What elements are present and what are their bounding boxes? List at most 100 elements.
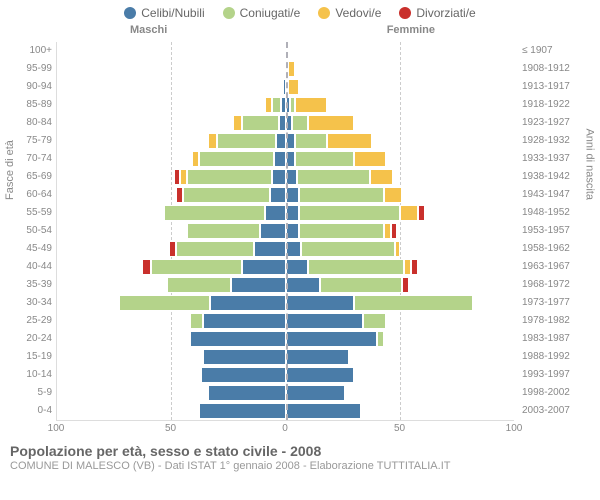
bar-segment-coniugati xyxy=(242,115,279,131)
bar-segment-celibi xyxy=(286,349,350,365)
bar-segment-vedovi xyxy=(265,97,272,113)
bar-segment-divorziati xyxy=(142,259,151,275)
age-label: 80-84 xyxy=(0,116,52,130)
bar-segment-coniugati xyxy=(199,151,274,167)
bar-segment-coniugati xyxy=(295,151,354,167)
bar-segment-coniugati xyxy=(299,205,400,221)
cohort-label: 1908-1912 xyxy=(518,62,600,76)
male-bar xyxy=(119,295,286,311)
bar-segment-coniugati xyxy=(354,295,473,311)
age-label: 45-49 xyxy=(0,242,52,256)
legend-swatch xyxy=(318,7,330,19)
bar-segment-celibi xyxy=(231,277,286,293)
legend-item: Divorziati/e xyxy=(399,6,475,20)
age-label: 65-69 xyxy=(0,170,52,184)
bar-segment-celibi xyxy=(286,223,300,239)
cohort-label: 1993-1997 xyxy=(518,368,600,382)
cohort-label: 1998-2002 xyxy=(518,386,600,400)
age-label: 90-94 xyxy=(0,80,52,94)
age-label: 60-64 xyxy=(0,188,52,202)
legend-item: Vedovi/e xyxy=(318,6,381,20)
male-bar xyxy=(265,97,286,113)
legend-item: Celibi/Nubili xyxy=(124,6,204,20)
female-bar xyxy=(286,349,350,365)
column-headers: Maschi Femmine xyxy=(0,24,600,40)
male-bar xyxy=(203,349,285,365)
bar-segment-vedovi xyxy=(295,97,327,113)
bar-segment-vedovi xyxy=(400,205,418,221)
bar-segment-celibi xyxy=(272,169,286,185)
bar-segment-divorziati xyxy=(174,169,181,185)
chart-title: Popolazione per età, sesso e stato civil… xyxy=(10,443,600,459)
bar-segment-celibi xyxy=(286,403,361,419)
bar-segment-coniugati xyxy=(187,223,260,239)
bar-segment-divorziati xyxy=(411,259,418,275)
age-label: 10-14 xyxy=(0,368,52,382)
x-tick-label: 50 xyxy=(165,423,176,434)
male-bar xyxy=(142,259,286,275)
legend-item: Coniugati/e xyxy=(223,6,301,20)
cohort-label: 1933-1937 xyxy=(518,152,600,166)
age-label: 95-99 xyxy=(0,62,52,76)
male-bar xyxy=(199,403,286,419)
bar-segment-coniugati xyxy=(272,97,281,113)
bar-segment-vedovi xyxy=(288,79,299,95)
bar-segment-vedovi xyxy=(384,223,391,239)
female-bar xyxy=(286,133,373,149)
bar-segment-celibi xyxy=(270,187,286,203)
bar-segment-celibi xyxy=(286,367,355,383)
cohort-label: 1988-1992 xyxy=(518,350,600,364)
age-label: 40-44 xyxy=(0,260,52,274)
male-bar xyxy=(208,385,286,401)
bar-segment-celibi xyxy=(286,187,300,203)
bar-segment-vedovi xyxy=(208,133,217,149)
age-label: 55-59 xyxy=(0,206,52,220)
bar-segment-celibi xyxy=(279,115,286,131)
bar-segment-coniugati xyxy=(167,277,231,293)
male-bar xyxy=(233,115,286,131)
bar-segment-coniugati xyxy=(176,241,254,257)
bar-segment-divorziati xyxy=(391,223,398,239)
cohort-label: 1928-1932 xyxy=(518,134,600,148)
female-bar xyxy=(286,241,400,257)
age-label: 75-79 xyxy=(0,134,52,148)
center-divider xyxy=(286,42,288,420)
population-pyramid-chart: Celibi/Nubili Coniugati/e Vedovi/e Divorzia… xyxy=(0,0,600,500)
bar-segment-coniugati xyxy=(299,187,384,203)
male-bar xyxy=(190,331,286,347)
male-bar xyxy=(190,313,286,329)
legend-label: Coniugati/e xyxy=(240,6,301,20)
bar-segment-coniugati xyxy=(183,187,270,203)
female-bar xyxy=(286,277,409,293)
bar-segment-celibi xyxy=(286,385,345,401)
plot-area xyxy=(56,42,514,421)
bar-segment-coniugati xyxy=(320,277,402,293)
cohort-label: 1943-1947 xyxy=(518,188,600,202)
bar-segment-vedovi xyxy=(354,151,386,167)
female-bar xyxy=(286,313,387,329)
legend-swatch xyxy=(124,7,136,19)
bar-segment-celibi xyxy=(210,295,285,311)
bar-segment-celibi xyxy=(265,205,286,221)
age-label: 100+ xyxy=(0,44,52,58)
bar-segment-vedovi xyxy=(327,133,373,149)
bar-segment-celibi xyxy=(208,385,286,401)
bar-segment-celibi xyxy=(276,133,285,149)
legend-swatch xyxy=(223,7,235,19)
x-tick-label: 0 xyxy=(282,423,288,434)
cohort-label: 1973-1977 xyxy=(518,296,600,310)
bar-segment-celibi xyxy=(286,331,377,347)
male-bar xyxy=(201,367,286,383)
legend-label: Vedovi/e xyxy=(335,6,381,20)
bar-segment-vedovi xyxy=(192,151,199,167)
bar-segment-coniugati xyxy=(377,331,384,347)
bar-segment-celibi xyxy=(242,259,285,275)
bar-segment-coniugati xyxy=(292,115,308,131)
legend: Celibi/Nubili Coniugati/e Vedovi/e Divorzia… xyxy=(0,0,600,20)
male-bar xyxy=(167,277,286,293)
bar-segment-vedovi xyxy=(370,169,393,185)
cohort-label: 1938-1942 xyxy=(518,170,600,184)
cohort-label: 1968-1972 xyxy=(518,278,600,292)
female-bar xyxy=(286,151,387,167)
header-male: Maschi xyxy=(130,24,167,36)
